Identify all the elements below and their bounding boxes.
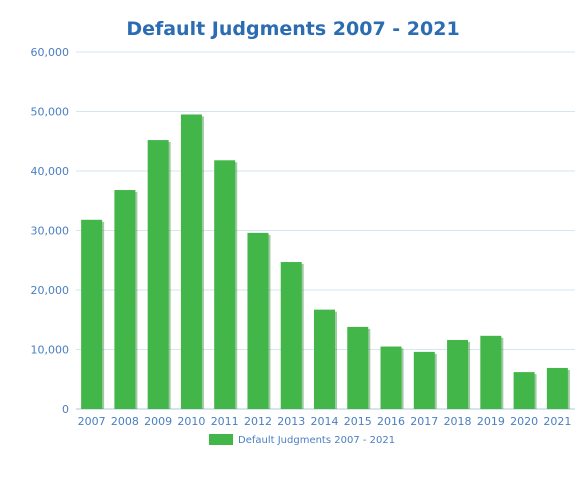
x-tick-label: 2013 xyxy=(277,415,305,428)
y-tick-label: 0 xyxy=(62,403,69,416)
chart-title: Default Judgments 2007 - 2021 xyxy=(126,18,459,40)
bar-2019 xyxy=(480,335,502,409)
bar-2007 xyxy=(81,219,103,409)
bar-2013 xyxy=(280,262,302,409)
y-tick-label: 30,000 xyxy=(31,225,70,238)
x-tick-label: 2010 xyxy=(177,415,205,428)
legend-swatch xyxy=(209,434,233,445)
y-tick-label: 40,000 xyxy=(31,165,70,178)
bar-2011 xyxy=(214,160,236,409)
x-tick-label: 2011 xyxy=(211,415,239,428)
bar-2010 xyxy=(180,114,202,409)
x-tick-label: 2008 xyxy=(111,415,139,428)
bar-2020 xyxy=(513,372,535,409)
x-tick-label: 2020 xyxy=(510,415,538,428)
bar-2015 xyxy=(347,326,369,409)
x-tick-label: 2014 xyxy=(311,415,339,428)
bar-2009 xyxy=(147,140,169,409)
bar-2012 xyxy=(247,232,269,409)
y-tick-label: 50,000 xyxy=(31,106,70,119)
x-tick-label: 2017 xyxy=(410,415,438,428)
x-axis-ticks: 2007 2008 2009 2010 2011 2012 2013 2014 2015 2016… xyxy=(78,415,572,428)
bars xyxy=(81,114,570,409)
y-tick-label: 10,000 xyxy=(31,344,70,357)
bar-2021 xyxy=(546,367,568,409)
x-tick-label: 2009 xyxy=(144,415,172,428)
x-tick-label: 2018 xyxy=(444,415,472,428)
x-tick-label: 2021 xyxy=(543,415,571,428)
bar-2018 xyxy=(447,339,469,409)
x-tick-label: 2015 xyxy=(344,415,372,428)
x-tick-label: 2019 xyxy=(477,415,505,428)
x-tick-label: 2012 xyxy=(244,415,272,428)
x-tick-label: 2007 xyxy=(78,415,106,428)
y-tick-label: 20,000 xyxy=(31,284,70,297)
bar-2014 xyxy=(314,309,335,409)
legend-label: Default Judgments 2007 - 2021 xyxy=(238,435,395,446)
bar-2008 xyxy=(114,190,136,409)
x-tick-label: 2016 xyxy=(377,415,405,428)
legend: Default Judgments 2007 - 2021 xyxy=(209,434,395,446)
bar-2017 xyxy=(413,351,435,409)
bar-2016 xyxy=(380,346,402,409)
y-tick-label: 60,000 xyxy=(31,46,70,59)
y-axis-ticks: 0 10,000 20,000 30,000 40,000 50,000 60,000 xyxy=(31,46,70,416)
